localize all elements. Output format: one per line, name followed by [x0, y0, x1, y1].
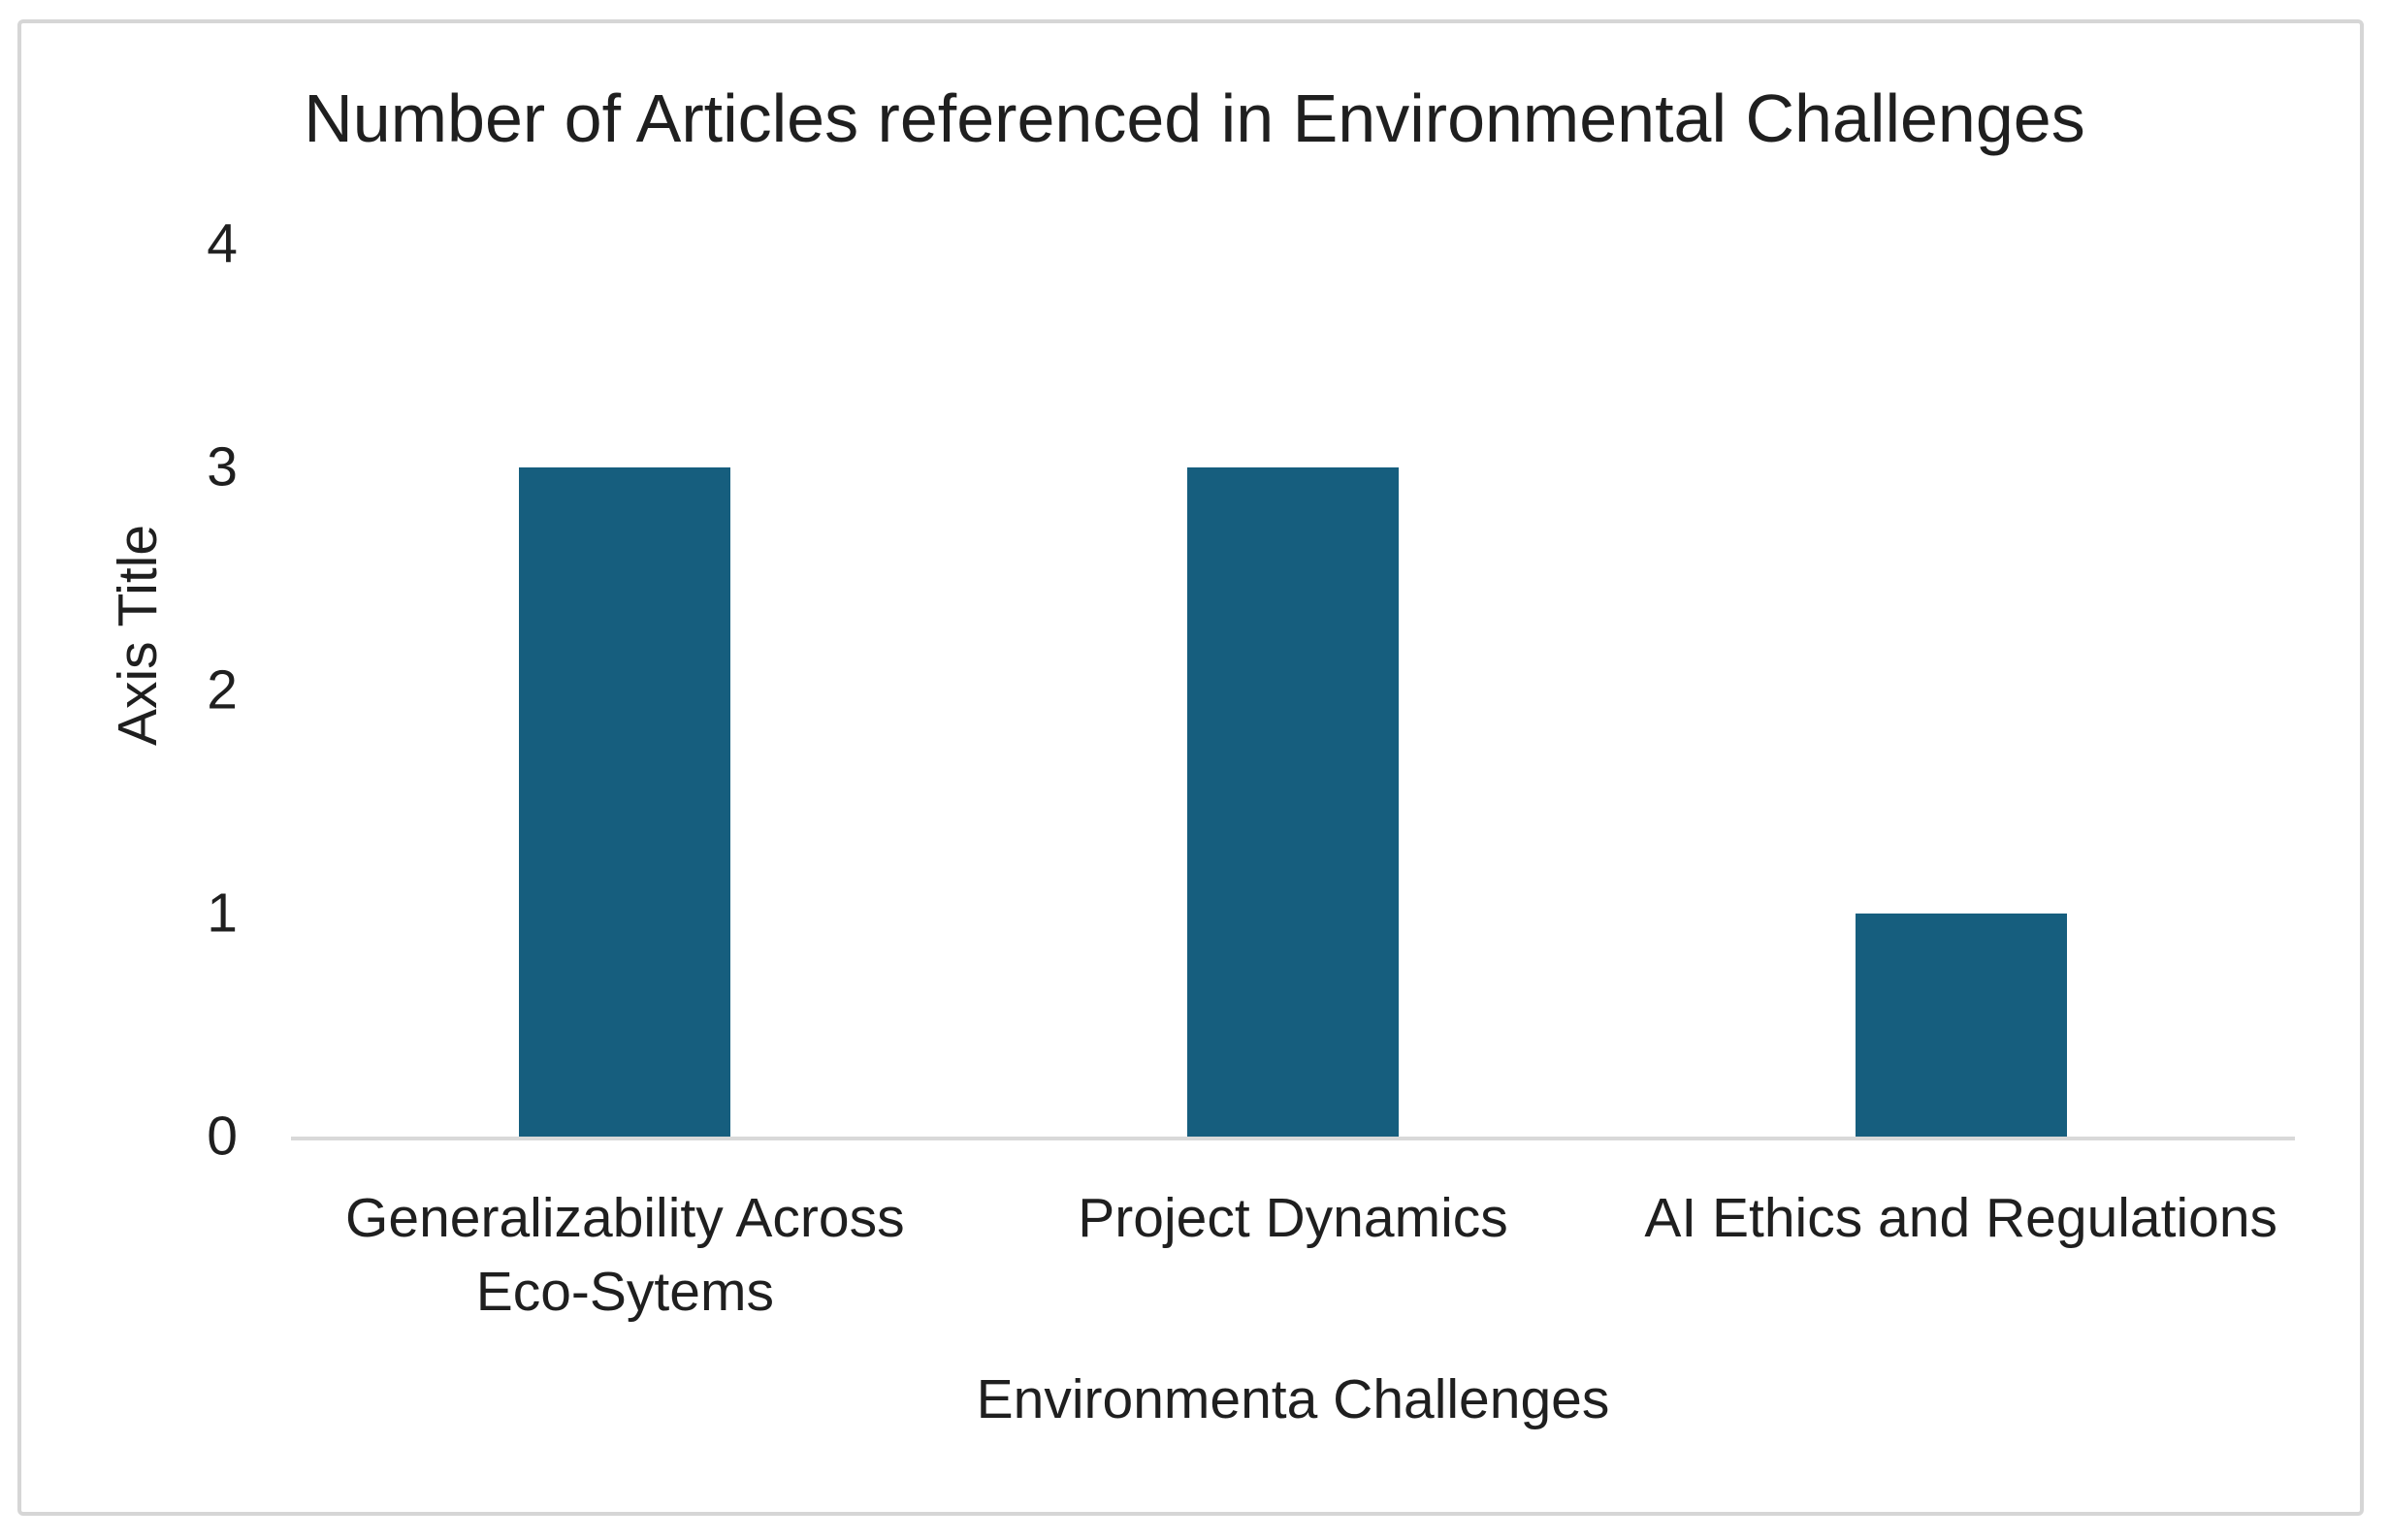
chart-title: Number of Articles referenced in Environ…	[304, 80, 2085, 156]
y-tick-label: 4	[207, 212, 238, 275]
category-label: Project Dynamics	[1078, 1187, 1508, 1249]
y-tick-label: 3	[207, 435, 238, 498]
category-label: Generalizability Across Eco-Sytems	[345, 1187, 905, 1323]
bar-slot	[291, 244, 959, 1137]
bar-slot	[959, 244, 1628, 1137]
plot-area	[291, 244, 2295, 1140]
bar-slot	[1627, 244, 2295, 1137]
x-axis-title: Environmenta Challenges	[976, 1368, 1610, 1430]
y-tick-label: 0	[207, 1105, 238, 1168]
bar	[1187, 467, 1399, 1137]
x-axis-category-labels: Generalizability Across Eco-Sytems Projec…	[291, 1181, 2295, 1329]
bar	[1855, 914, 2067, 1137]
y-tick-label: 1	[207, 882, 238, 945]
y-tick-label: 2	[207, 658, 238, 722]
bar	[519, 467, 731, 1137]
category-label: AI Ethics and Regulations	[1644, 1187, 2278, 1249]
